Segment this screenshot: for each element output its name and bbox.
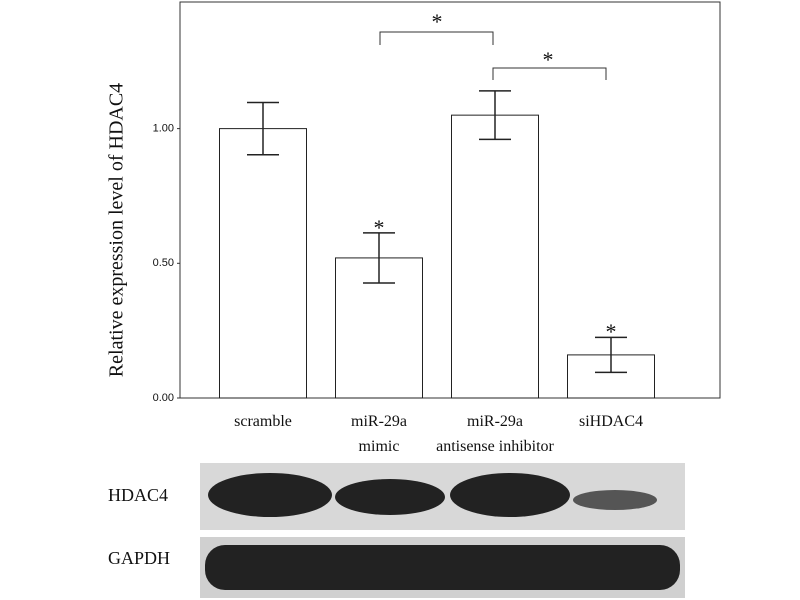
blot-bands — [205, 473, 680, 590]
x-tick-label: scramble — [234, 413, 292, 430]
band — [205, 545, 680, 590]
blot-label: GAPDH — [108, 548, 170, 568]
y-tick-label: 0.50 — [153, 257, 174, 269]
plot-frame — [179, 1, 721, 399]
band — [335, 479, 445, 515]
bracket — [492, 67, 607, 80]
y-axis-label: Relative expression level of HDAC4 — [106, 83, 128, 377]
error-bar — [363, 232, 395, 284]
error-bar — [247, 101, 279, 156]
band — [573, 490, 657, 510]
error-bar — [595, 336, 627, 374]
y-tick-label: 1.00 — [153, 123, 174, 135]
bar — [567, 354, 655, 399]
x-tick-label: miR-29a mimic — [351, 413, 407, 455]
bar — [451, 114, 539, 399]
annotation: * — [543, 47, 554, 72]
band — [208, 473, 332, 517]
annotation: * — [432, 9, 443, 34]
annotation: * — [606, 319, 617, 344]
x-tick-label: siHDAC4 — [579, 413, 643, 430]
bar — [219, 128, 307, 399]
blot-label: HDAC4 — [108, 485, 168, 505]
error-bar — [479, 90, 511, 141]
x-tick-label: miR-29a antisense inhibitor — [436, 413, 554, 455]
annotation: * — [374, 215, 385, 240]
y-tick-label: 0.00 — [153, 392, 174, 404]
bracket — [379, 31, 494, 45]
band — [450, 473, 570, 517]
